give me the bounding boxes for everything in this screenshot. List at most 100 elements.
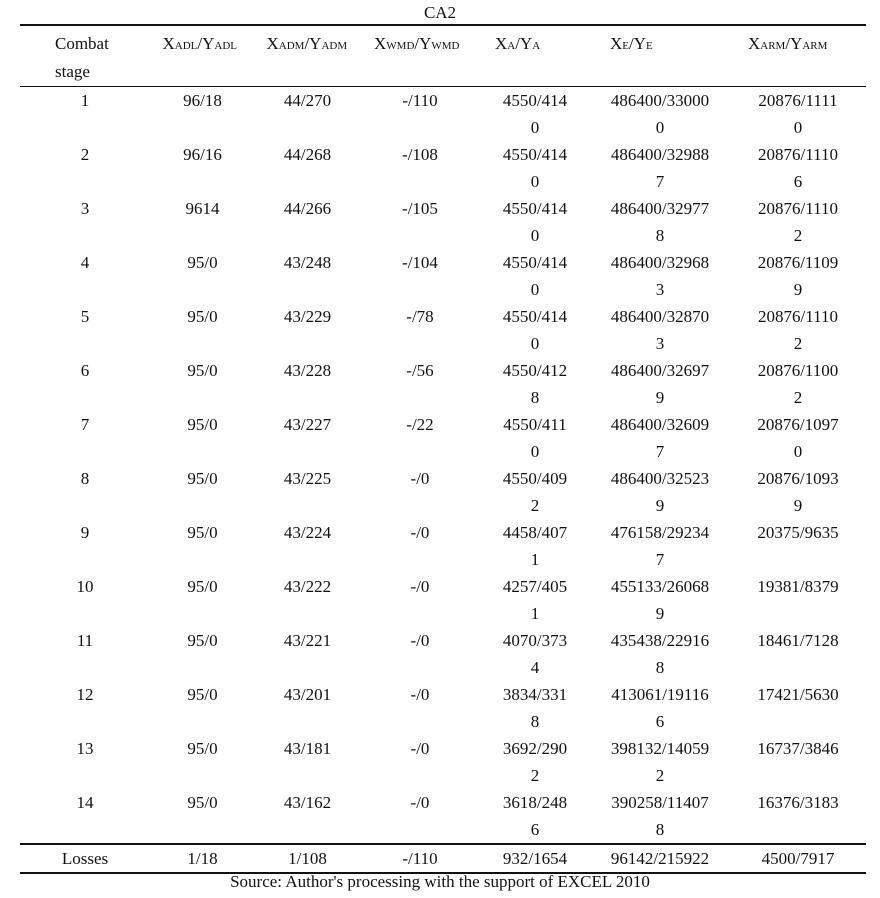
cell-text: 486400/330000 [610, 91, 710, 137]
cell-text: 413061/191166 [611, 685, 709, 731]
cell-text: 20375/9635 [757, 523, 839, 542]
header-part: /Y [629, 34, 647, 53]
table-row: 12 95/0 43/201 -/0 3834/3318 413061/191166 174… [20, 681, 866, 735]
cell-text: 390258/114078 [611, 793, 709, 839]
footer-cell: 1/108 [288, 849, 327, 868]
cell-text: 8 [80, 469, 90, 488]
table-cell: 6 [20, 357, 150, 411]
table-cell: 20876/11002 [730, 357, 866, 411]
header-part: /Y [197, 34, 215, 53]
cell-text: 44/266 [283, 199, 332, 218]
table-row: 3 9614 44/266 -/105 4550/4140 486400/329778 20… [20, 195, 866, 249]
table-cell: 20876/10970 [730, 411, 866, 465]
table-cell: 455133/260689 [590, 573, 730, 627]
cell-text: -/78 [406, 307, 434, 326]
header-subscript: ADM [278, 40, 305, 52]
cell-text: 18461/7128 [757, 631, 839, 650]
cell-text: 95/0 [187, 415, 218, 434]
table-cell: 486400/328703 [590, 303, 730, 357]
table-cell: 398132/140592 [590, 735, 730, 789]
table-cell: -/110 [360, 87, 480, 142]
cell-text: 486400/328703 [610, 307, 710, 353]
cell-text: 95/0 [187, 361, 218, 380]
cell-text: 10 [76, 577, 94, 596]
cell-text: 95/0 [187, 253, 218, 272]
cell-text: 4458/4071 [502, 523, 568, 569]
header-subscript: WMD [431, 40, 460, 52]
cell-text: 9614 [185, 199, 220, 218]
table-cell: -/0 [360, 465, 480, 519]
cell-text: 11 [76, 631, 94, 650]
cell-text: 16376/3183 [757, 793, 839, 812]
table-cell: 413061/191166 [590, 681, 730, 735]
cell-text: 43/162 [283, 793, 332, 812]
footer-cell: 4500/7917 [761, 849, 835, 868]
cell-text: 1 [80, 91, 90, 110]
table-cell: 43/162 [255, 789, 360, 844]
table-cell: 44/266 [255, 195, 360, 249]
table-cell: 3 [20, 195, 150, 249]
table-row: 2 96/16 44/268 -/108 4550/4140 486400/329887 2… [20, 141, 866, 195]
cell-text: 16737/3846 [757, 739, 839, 758]
cell-text: 19381/8379 [757, 577, 839, 596]
header-cell: XADL/YADL [150, 25, 255, 87]
table-cell: 95/0 [150, 357, 255, 411]
table-cell: 95/0 [150, 519, 255, 573]
header-row: Combat stage XADL/YADL XADM/YADM XWMD/YWMD X… [20, 25, 866, 87]
table-cell: 43/248 [255, 249, 360, 303]
cell-text: 43/221 [283, 631, 332, 650]
cell-text: 14 [76, 793, 94, 812]
cell-text: 95/0 [187, 469, 218, 488]
table-cell: 96/16 [150, 141, 255, 195]
table-cell: 11 [20, 627, 150, 681]
cell-text: 13 [76, 739, 94, 758]
cell-text: 3 [80, 199, 90, 218]
footer-row: Losses 1/18 1/108 -/110 932/1654 96142/215922… [20, 844, 866, 873]
cell-text: -/0 [410, 793, 430, 812]
cell-text: 4550/4140 [502, 145, 568, 191]
table-row: 7 95/0 43/227 -/22 4550/4110 486400/326097 208… [20, 411, 866, 465]
table-cell: 4257/4051 [480, 573, 590, 627]
table-cell: 20876/11099 [730, 249, 866, 303]
cell-text: 9 [80, 523, 90, 542]
table-row: 1 96/18 44/270 -/110 4550/4140 486400/330000 2… [20, 87, 866, 142]
cell-text: 4550/4140 [502, 199, 568, 245]
table-cell: 43/228 [255, 357, 360, 411]
header-text: XWMD/YWMD [374, 30, 466, 60]
table-cell: 13 [20, 735, 150, 789]
header-text: Combat stage [55, 30, 115, 86]
header-subscript: E [646, 40, 653, 52]
header-part: /Y [304, 34, 322, 53]
cell-text: -/56 [406, 361, 434, 380]
cell-text: 43/228 [283, 361, 332, 380]
table-cell: 95/0 [150, 627, 255, 681]
cell-text: 3834/3318 [502, 685, 568, 731]
table-row: 9 95/0 43/224 -/0 4458/4071 476158/292347 2037… [20, 519, 866, 573]
cell-text: 43/229 [283, 307, 332, 326]
cell-text: 43/227 [283, 415, 332, 434]
table-cell: 20876/11102 [730, 303, 866, 357]
cell-text: 435438/229168 [610, 631, 710, 677]
table-cell: 4550/4140 [480, 195, 590, 249]
table-cell: 44/270 [255, 87, 360, 142]
cell-text: 95/0 [187, 685, 218, 704]
table-cell: 4550/4110 [480, 411, 590, 465]
table-cell: 390258/114078 [590, 789, 730, 844]
header-cell: XADM/YADM [255, 25, 360, 87]
table-cell: 43/201 [255, 681, 360, 735]
table-cell: -/78 [360, 303, 480, 357]
table-cell: 486400/326097 [590, 411, 730, 465]
cell-text: -/0 [410, 631, 430, 650]
table-cell: 95/0 [150, 789, 255, 844]
table-cell: -/56 [360, 357, 480, 411]
table-row: 10 95/0 43/222 -/0 4257/4051 455133/260689 193… [20, 573, 866, 627]
table-cell: 486400/329778 [590, 195, 730, 249]
table-title: CA2 [423, 3, 457, 22]
cell-text: 2 [80, 145, 90, 164]
table-cell: 16376/3183 [730, 789, 866, 844]
table-cell: 95/0 [150, 735, 255, 789]
table-cell: 5 [20, 303, 150, 357]
cell-text: 4550/4140 [502, 91, 568, 137]
header-text: XE/YE [610, 30, 710, 60]
table-cell: -/105 [360, 195, 480, 249]
